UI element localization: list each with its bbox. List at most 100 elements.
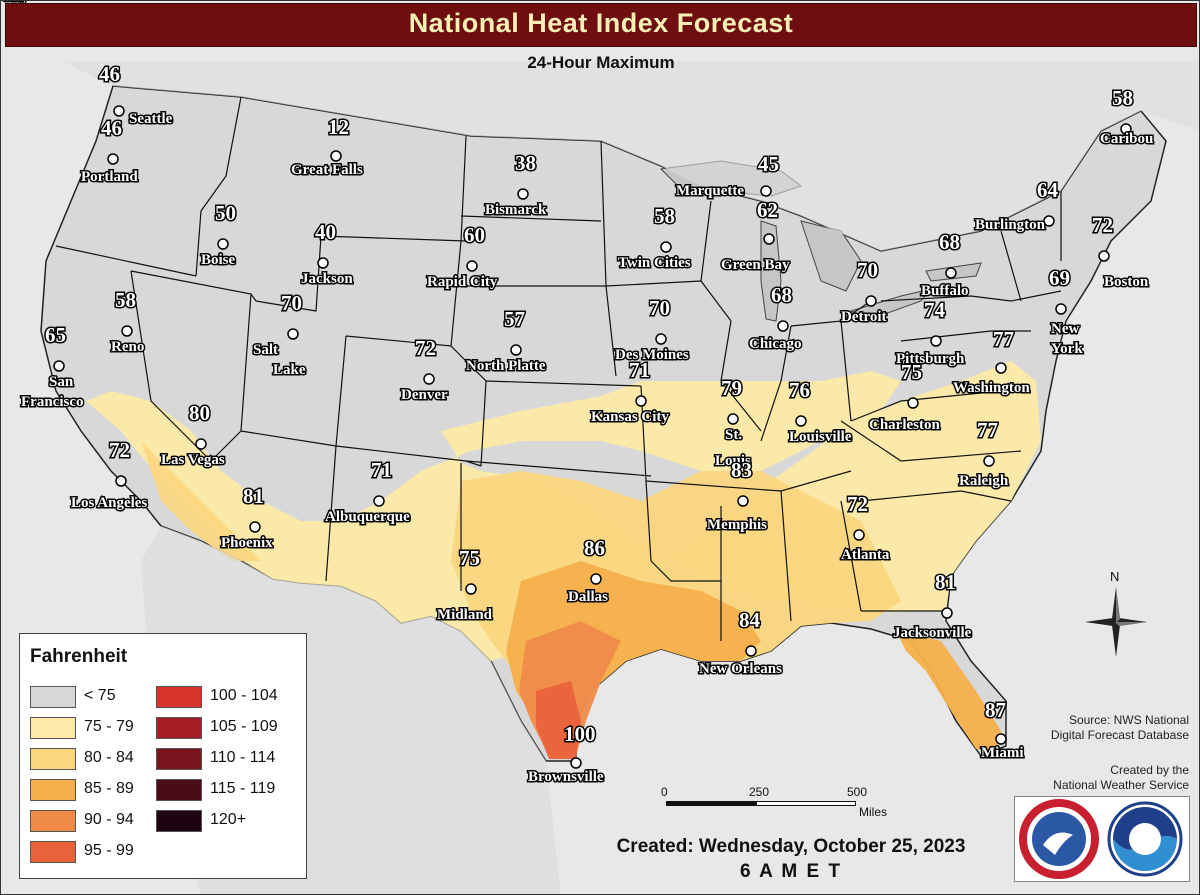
city-dot [727, 413, 739, 425]
city-dot [907, 397, 919, 409]
city-dot [635, 395, 647, 407]
legend-label: 105 - 109 [210, 718, 278, 735]
city-name: Twin Cities [618, 255, 691, 271]
city-marker: 46 Portland [80, 115, 140, 187]
legend-label: 120+ [210, 811, 247, 828]
city-marker: 46 Seattle [98, 61, 175, 129]
city-value: 58 [115, 288, 136, 312]
compass-north-label: N [1110, 569, 1120, 584]
city-marker: 68 Buffalo [920, 229, 971, 301]
city-marker: 77 Raleigh [958, 417, 1011, 491]
city-marker: 100 Brownsville [527, 721, 606, 787]
city-marker: 86 Dallas [567, 535, 610, 607]
city-value: 71 [629, 358, 650, 382]
city-value: 72 [415, 336, 436, 360]
city-dot [510, 344, 522, 356]
city-name: Caribou [1100, 131, 1153, 147]
created-time: 6 A M E T [739, 861, 843, 882]
city-value: 50 [215, 201, 236, 225]
heat-band-95-99 [536, 681, 581, 759]
city-marker: 70 Des Moines [614, 295, 691, 365]
city-marker: 76 Louisville [788, 377, 854, 447]
city-marker: 81 Phoenix [220, 483, 275, 553]
city-marker: 64 Burlington [974, 177, 1061, 235]
city-name: Washington [953, 380, 1030, 396]
city-name: Midland [437, 607, 493, 623]
city-dot [373, 495, 385, 507]
city-dot [115, 475, 127, 487]
city-marker: 83 Memphis [706, 457, 769, 535]
city-name: Rapid City [427, 274, 498, 290]
scale-bar: 0 250 500 Miles [661, 785, 901, 825]
scale-unit: Miles [859, 805, 888, 819]
city-name: Chicago [749, 336, 802, 352]
city-dot [113, 105, 125, 117]
city-dot [945, 267, 957, 279]
nws-logo-icon [1019, 799, 1099, 879]
city-marker: 40 Jackson [300, 219, 355, 289]
compass-rose: N [1083, 569, 1149, 659]
legend-label: 90 - 94 [84, 811, 134, 828]
city-marker: 65 San Francisco [20, 322, 85, 412]
city-marker: 57 North Platte [465, 306, 548, 376]
city-dot [760, 185, 772, 197]
city-marker: 75 Midland [436, 545, 495, 625]
city-marker: 74 Pittsburgh [895, 297, 967, 369]
city-dot [517, 188, 529, 200]
city-marker: 38 Bismarck [484, 150, 549, 220]
city-value: 38 [515, 151, 536, 175]
city-marker: 77 Washington [952, 326, 1032, 398]
city-marker: 81 Jacksonville [892, 569, 974, 643]
city-name: North Platte [466, 358, 546, 374]
city-value: 81 [935, 570, 956, 594]
city-value: 68 [939, 230, 960, 254]
city-value: 77 [977, 418, 998, 442]
city-value: 12 [328, 115, 349, 139]
credit-line-2: National Weather Service [1053, 778, 1189, 792]
city-name: New Orleans [699, 661, 782, 677]
city-dot [1055, 303, 1067, 315]
legend-swatch [156, 810, 202, 832]
city-name: New [1051, 321, 1079, 337]
city-dot [1120, 123, 1132, 135]
city-dot [195, 438, 207, 450]
created-date: Created: Wednesday, October 25, 2023 [616, 836, 966, 857]
city-dot [1098, 250, 1110, 262]
city-dot [53, 360, 65, 372]
city-marker: 45 Marquette [675, 151, 781, 201]
city-name: Las Vegas [161, 452, 225, 468]
city-value: 40 [315, 220, 336, 244]
canada-land [1, 61, 1199, 251]
city-name: Boston [1104, 274, 1149, 290]
city-dot [745, 645, 757, 657]
city-name: Francisco [21, 394, 83, 410]
legend-swatch [156, 717, 202, 739]
legend-title: Fahrenheit [30, 646, 128, 667]
city-value: 76 [789, 378, 810, 402]
city-value: 79 [721, 376, 742, 400]
city-marker: 75 Charleston [868, 359, 942, 435]
city-value: 81 [243, 484, 264, 508]
legend-swatch [156, 779, 202, 801]
city-dot [423, 373, 435, 385]
city-value: 57 [504, 307, 525, 331]
city-value: 46 [99, 62, 120, 86]
city-name: Seattle [129, 111, 173, 127]
city-value: 84 [739, 608, 761, 632]
heat-band-west-80 [141, 441, 261, 561]
city-name: Denver [401, 387, 448, 403]
source-line-2: Digital Forecast Database [1050, 728, 1189, 742]
city-layer: 46 Seattle 46 Portland 12 Great Falls 50 Boise 4… [1, 1, 1155, 787]
city-marker: 87 Miami [980, 697, 1026, 763]
city-dot [795, 415, 807, 427]
city-name: Pittsburgh [896, 351, 965, 367]
credit-line-1: Created by the [1110, 763, 1189, 777]
city-name: Marquette [676, 183, 744, 199]
legend-label: 75 - 79 [84, 718, 134, 735]
city-dot [107, 153, 119, 165]
city-dot [995, 733, 1007, 745]
city-marker: 50 Boise [200, 200, 238, 270]
city-marker: 71 Albuquerque [324, 457, 412, 527]
scale-tick-0: 0 [661, 785, 668, 799]
